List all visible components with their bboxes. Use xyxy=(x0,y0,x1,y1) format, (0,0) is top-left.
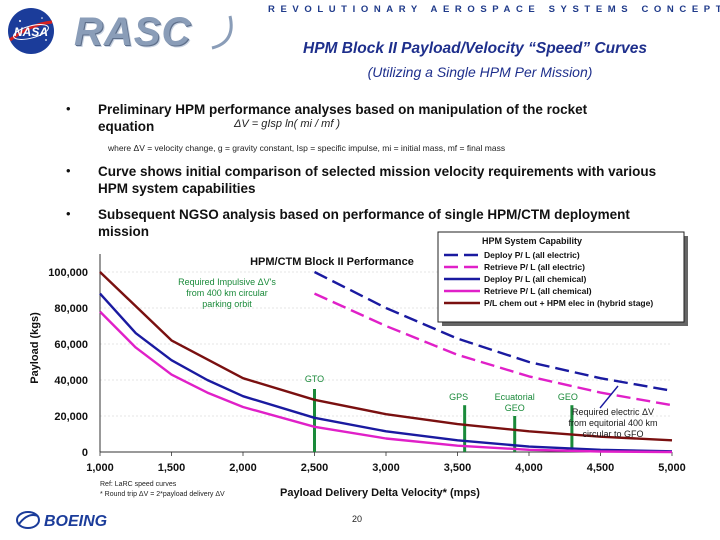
y-tick-label: 0 xyxy=(82,447,88,459)
mission-marker-label: GPS xyxy=(449,392,468,402)
x-tick-label: 1,500 xyxy=(158,462,186,474)
nasa-logo-icon: NASA xyxy=(8,8,54,54)
footnote: * Round trip ΔV = 2*payload delivery ΔV xyxy=(100,491,225,498)
mission-marker-label: GTO xyxy=(305,374,324,384)
x-tick-label: 3,000 xyxy=(372,462,400,474)
annotation-text: from 400 km circular xyxy=(186,288,268,298)
bullet-marker: • xyxy=(66,163,71,178)
annotation-text: from equitorial 400 km xyxy=(568,418,657,428)
y-tick-label: 20,000 xyxy=(54,411,88,423)
legend-label: Deploy P/ L (all electric) xyxy=(484,250,580,260)
series-line xyxy=(99,292,673,453)
y-tick-label: 80,000 xyxy=(54,303,88,315)
mission-marker-label: GEO xyxy=(558,392,578,402)
y-tick-label: 60,000 xyxy=(54,339,88,351)
legend-box xyxy=(437,231,685,323)
annotation-text: circular to GFO xyxy=(582,429,643,439)
series-line xyxy=(99,310,673,454)
x-axis-label: Payload Delivery Delta Velocity* (mps) xyxy=(280,487,480,499)
mission-marker-label: GEO xyxy=(505,403,525,413)
tagline: REVOLUTIONARY AEROSPACE SYSTEMS CONCEPTS xyxy=(268,4,720,15)
bullet-1: Preliminary HPM performance analyses bas… xyxy=(98,102,588,134)
rocket-equation: ΔV = gIsp ln( mi / mf ) xyxy=(234,118,341,130)
rasc-logo: RASC xyxy=(74,10,192,54)
slide-title: HPM Block II Payload/Velocity “Speed” Cu… xyxy=(303,40,647,57)
x-tick-label: 4,500 xyxy=(587,462,615,474)
series-line xyxy=(99,271,673,442)
annotation-text: Required Impulsive ΔV's xyxy=(178,277,276,287)
x-tick-label: 1,000 xyxy=(86,462,114,474)
mission-marker-label: Ecuatorial xyxy=(495,392,535,402)
y-axis-label: Payload (kgs) xyxy=(29,312,41,384)
x-tick-label: 2,000 xyxy=(229,462,257,474)
header-band xyxy=(0,0,720,10)
rasc-swoosh-icon xyxy=(211,15,233,50)
series-line xyxy=(313,270,673,392)
legend-label: Retrieve P/ L (all electric) xyxy=(484,262,585,272)
x-tick-label: 2,500 xyxy=(301,462,329,474)
annotation-arrow xyxy=(599,385,619,409)
annotation-text: Required electric ΔV xyxy=(572,407,654,417)
y-tick-label: 100,000 xyxy=(48,267,88,279)
bullet-marker: • xyxy=(66,206,71,221)
x-tick-label: 4,000 xyxy=(515,462,543,474)
x-tick-label: 3,500 xyxy=(444,462,472,474)
legend-label: Deploy P/ L (all chemical) xyxy=(484,274,587,284)
nasa-logo-text: NASA xyxy=(14,25,48,39)
legend-label: Retrieve P/ L (all chemical) xyxy=(484,286,592,296)
equation-note: where ΔV = velocity change, g = gravity … xyxy=(108,143,506,153)
x-tick-label: 5,000 xyxy=(658,462,686,474)
page-number: 20 xyxy=(352,514,363,524)
bullet-marker: • xyxy=(66,101,71,116)
annotation-text: parking orbit xyxy=(202,299,252,309)
slide-subtitle: (Utilizing a Single HPM Per Mission) xyxy=(367,64,593,80)
y-tick-label: 40,000 xyxy=(54,375,88,387)
chart-title: HPM/CTM Block II Performance xyxy=(250,256,414,268)
boeing-logo-text: BOEING xyxy=(44,513,107,530)
bullet-3: Subsequent NGSO analysis based on perfor… xyxy=(98,207,630,239)
legend-label: P/L chem out + HPM elec in (hybrid stage… xyxy=(484,298,653,308)
series-line xyxy=(314,292,673,407)
slide-header: REVOLUTIONARY AEROSPACE SYSTEMS CONCEPTS… xyxy=(0,0,720,62)
boeing-logo-icon: BOEING xyxy=(16,511,107,530)
legend-title: HPM System Capability xyxy=(482,236,582,246)
footnote: Ref: LaRC speed curves xyxy=(100,481,177,488)
bullet-2: Curve shows initial comparison of select… xyxy=(98,164,657,196)
